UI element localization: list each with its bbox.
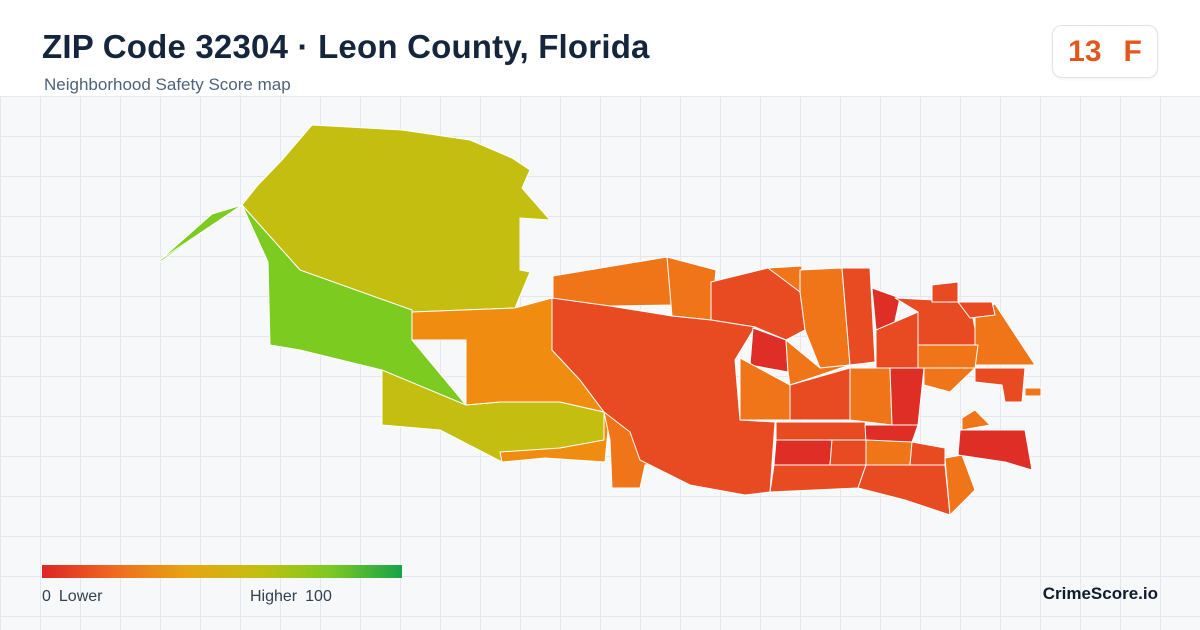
tract-north-a[interactable] (552, 256, 673, 307)
tract-mid-j[interactable] (849, 367, 893, 426)
brand-logo-text[interactable]: CrimeScore.io (1042, 584, 1158, 603)
tract-mid-e[interactable] (923, 367, 976, 393)
tract-mid-g[interactable] (1024, 387, 1042, 397)
tract-south-c[interactable] (773, 439, 833, 466)
tract-north-f[interactable] (841, 267, 876, 366)
safety-score-value: 13 (1068, 34, 1102, 68)
map-canvas (159, 124, 1042, 516)
legend-low-text: Lower (58, 588, 103, 605)
tract-orange[interactable] (411, 297, 605, 413)
tract-south-b[interactable] (864, 424, 919, 443)
tract-mid-f[interactable] (974, 367, 1026, 403)
tract-east-a[interactable] (957, 429, 1033, 471)
page-title: ZIP Code 32304 · Leon County, Florida (42, 28, 650, 65)
tract-south-h[interactable] (857, 464, 951, 516)
tract-south-i[interactable] (944, 454, 976, 516)
header-bar: ZIP Code 32304 · Leon County, Florida Ne… (0, 0, 1200, 97)
tract-orange-south[interactable] (499, 411, 609, 463)
tract-north-b[interactable] (666, 256, 717, 321)
legend-low-value: 0 (42, 588, 51, 605)
safety-map[interactable] (0, 97, 1200, 537)
tract-south-a[interactable] (775, 421, 869, 441)
tract-mid-d[interactable] (917, 344, 979, 369)
page-subtitle: Neighborhood Safety Score map (44, 75, 291, 94)
tract-north-i[interactable] (931, 281, 959, 303)
safety-grade-badge: 13 F (1052, 25, 1158, 78)
tract-north-e[interactable] (799, 267, 851, 369)
legend-high-text: Higher (250, 588, 298, 605)
tract-east-b[interactable] (961, 409, 991, 431)
tract-south-e[interactable] (865, 439, 913, 466)
safety-grade-letter: F (1123, 34, 1142, 68)
legend-gradient-bar (42, 565, 402, 578)
tract-mid-b[interactable] (785, 339, 851, 386)
legend-low-label: 0 Lower (42, 588, 102, 606)
tract-north-k[interactable] (957, 301, 996, 319)
tract-south-g[interactable] (769, 464, 867, 493)
legend-high-value: 100 (305, 588, 332, 605)
tract-south-d[interactable] (829, 439, 867, 466)
legend-high-label: Higher 100 (250, 588, 332, 606)
tract-mid-k[interactable] (889, 367, 925, 426)
tract-south-f[interactable] (909, 441, 946, 466)
